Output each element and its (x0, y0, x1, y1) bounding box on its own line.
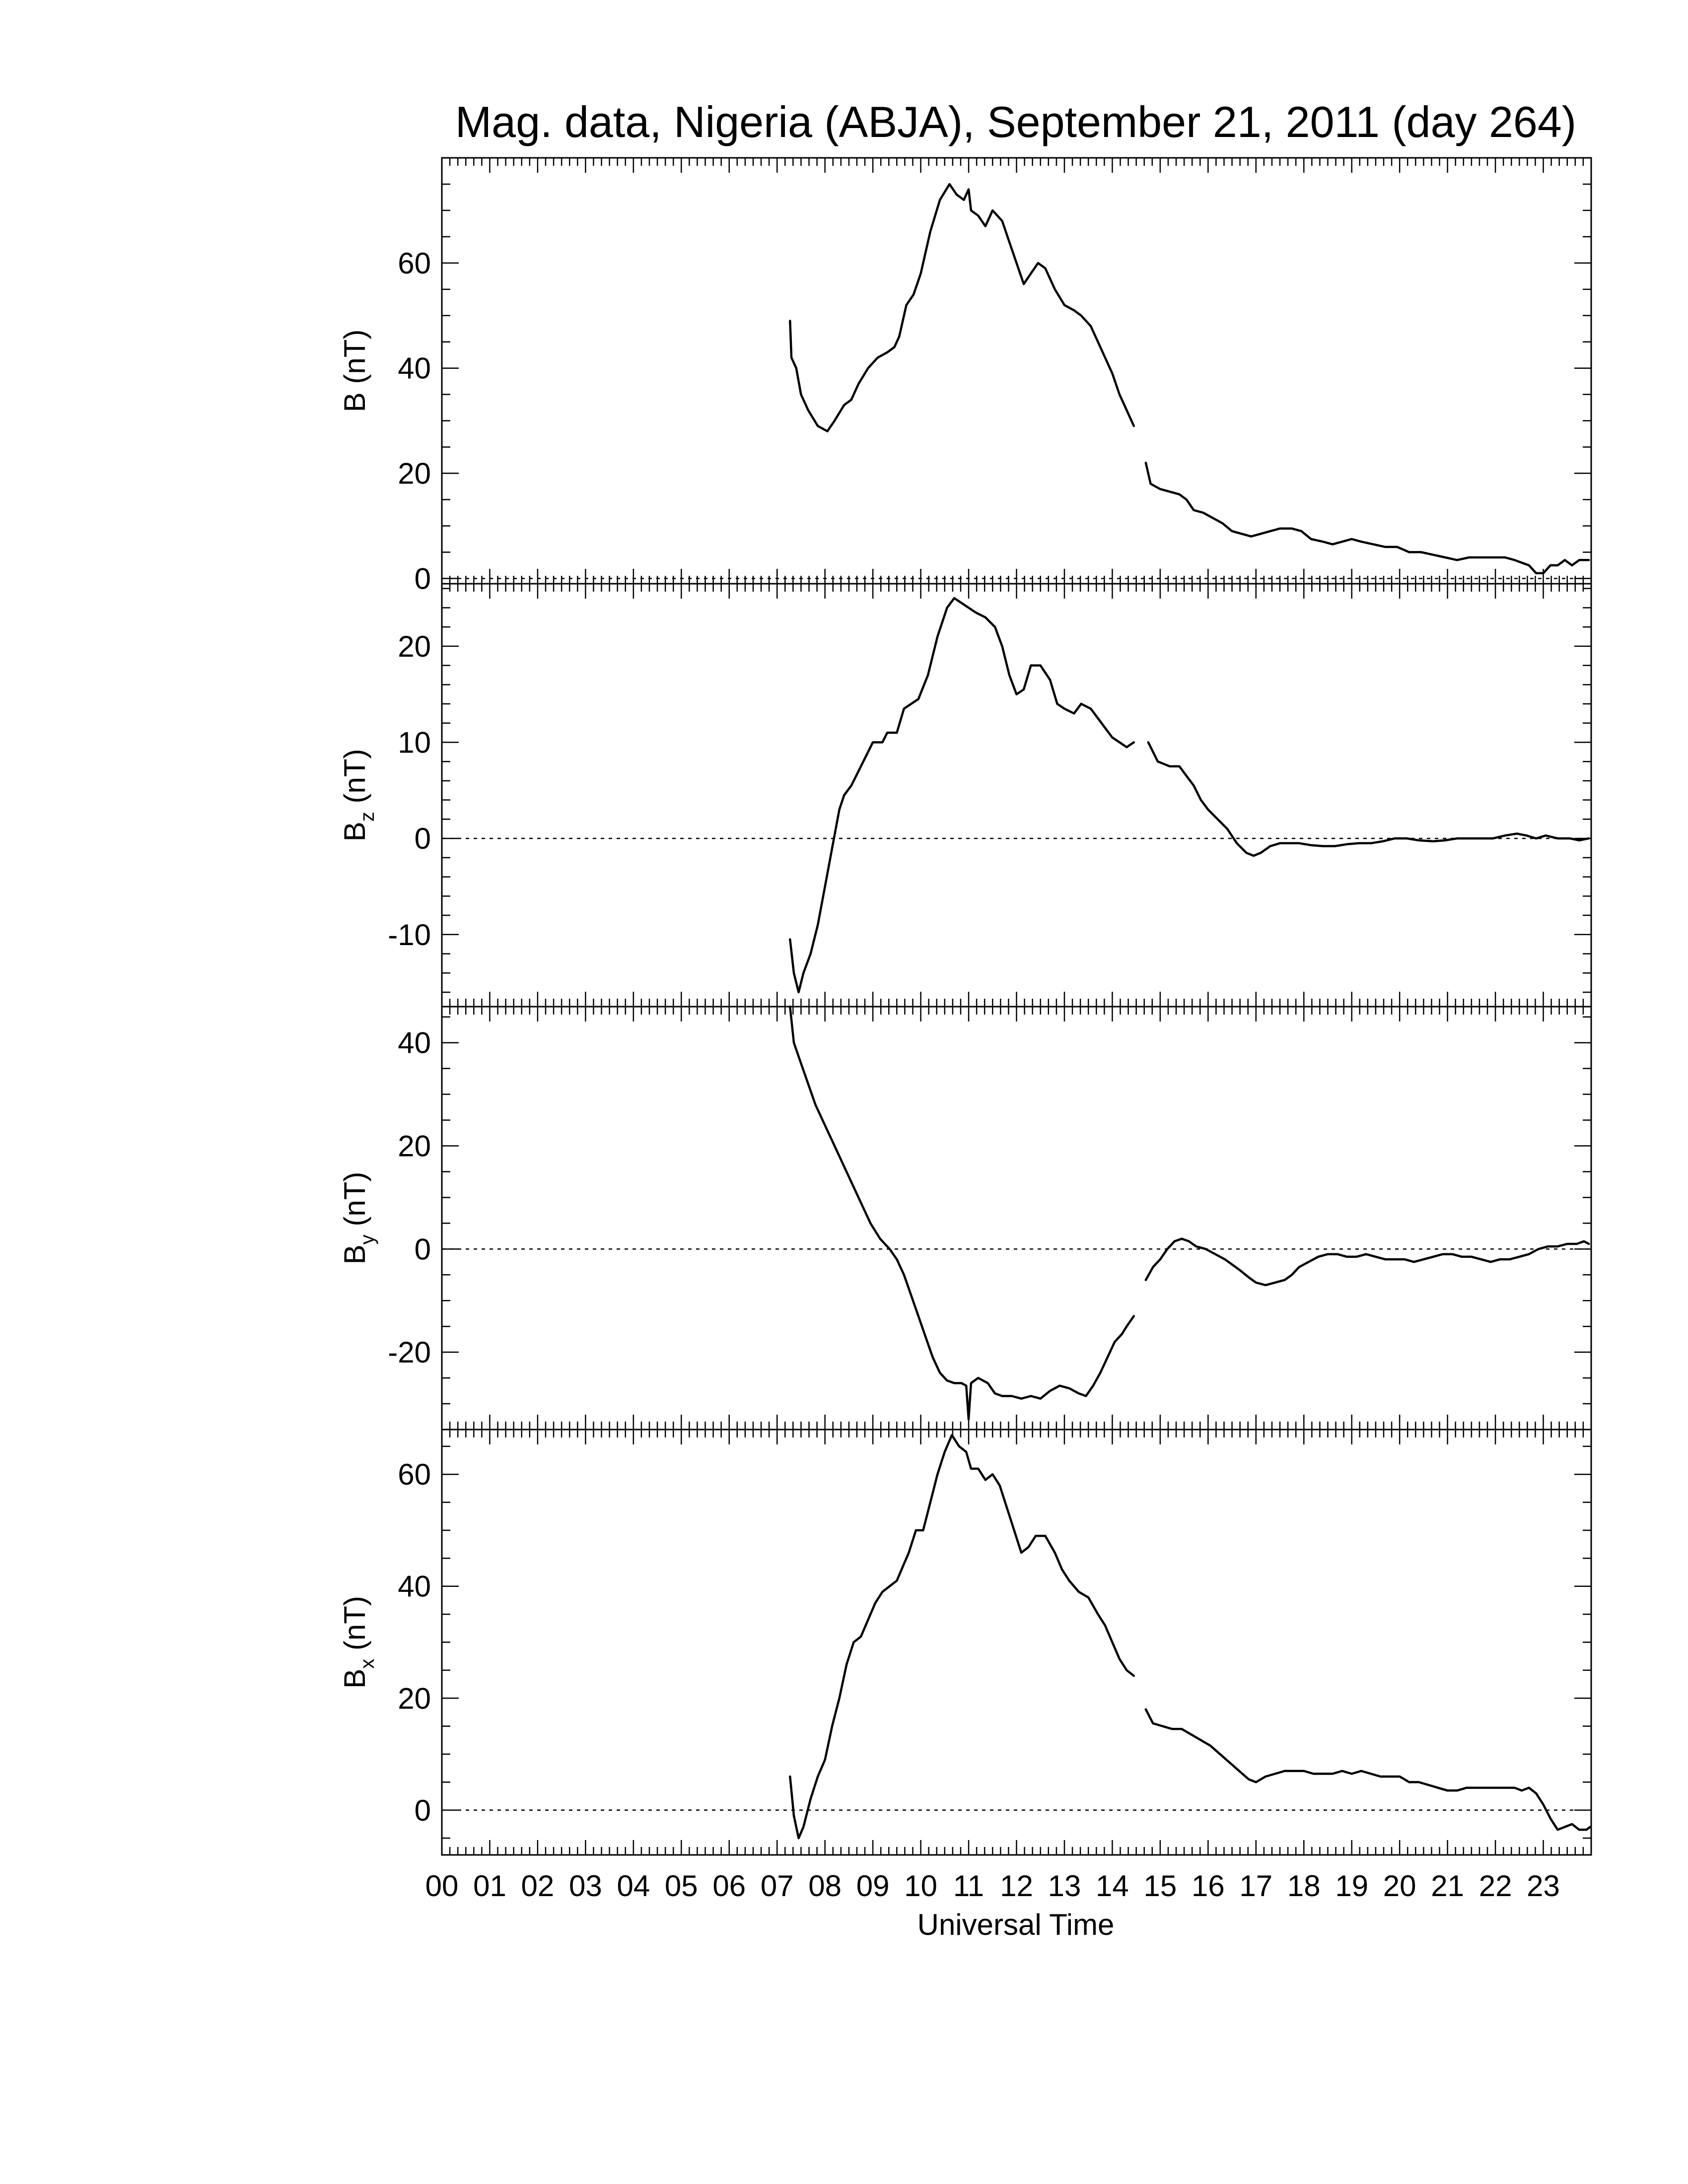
y-tick-label: 20 (398, 630, 431, 663)
x-tick-label: 05 (665, 1869, 698, 1903)
plot-frame (441, 157, 1592, 585)
y-tick-label: 0 (415, 822, 431, 855)
series-line-segment-1 (789, 1005, 1135, 1421)
y-axis-title: B (nT) (338, 330, 371, 412)
panel-4: 0 20 40 60 Bx (nT) (338, 1429, 1592, 1856)
series-line-segment-1 (789, 597, 1135, 994)
x-tick-label: 13 (1048, 1869, 1081, 1903)
y-tick-label: 40 (398, 1026, 431, 1060)
x-tick-label: 16 (1192, 1869, 1225, 1903)
x-axis-tick-labels: 00 01 02 03 04 05 06 07 08 09 10 11 12 13 14 15 16 17 18 19… (425, 1869, 1560, 1903)
x-tick-label: 12 (1000, 1869, 1033, 1903)
y-tick-label: 20 (398, 457, 431, 490)
x-tick-label: 07 (761, 1869, 794, 1903)
x-tick-label: 22 (1479, 1869, 1512, 1903)
x-tick-label: 15 (1144, 1869, 1177, 1903)
plot-frame (441, 583, 1592, 1008)
plot-frame (441, 1429, 1592, 1856)
chart-panels: 0 20 40 60 B (nT) -10 0 10 20 Bz (nT) -20 0 20 40 By (… (338, 157, 1592, 1856)
panel-2: -10 0 10 20 Bz (nT) (338, 583, 1592, 1008)
y-axis-title: By (nT) (338, 1172, 378, 1265)
series-line-segment-2 (1144, 1237, 1590, 1287)
x-tick-label: 23 (1527, 1869, 1560, 1903)
x-tick-label: 04 (617, 1869, 650, 1903)
series-line-segment-2 (1144, 462, 1590, 575)
y-tick-label: 40 (398, 352, 431, 385)
series-line-segment-1 (789, 183, 1135, 433)
y-tick-label: 0 (415, 1794, 431, 1827)
x-tick-label: 10 (904, 1869, 937, 1903)
x-tick-label: 17 (1239, 1869, 1272, 1903)
y-tick-label: 60 (398, 1458, 431, 1491)
y-tick-label: 0 (415, 562, 431, 595)
y-tick-label: -10 (388, 918, 431, 952)
x-tick-label: 00 (425, 1869, 459, 1903)
y-axis-title: Bx (nT) (338, 1596, 378, 1689)
series-line-segment-2 (1144, 1708, 1592, 1831)
x-axis-title: Universal Time (917, 1908, 1115, 1941)
series-line-segment-2 (1147, 741, 1590, 857)
y-tick-label: 0 (415, 1232, 431, 1266)
panel-1: 0 20 40 60 B (nT) (338, 157, 1592, 595)
y-tick-label: 60 (398, 247, 431, 280)
chart-title: Mag. data, Nigeria (ABJA), September 21,… (455, 97, 1576, 146)
y-tick-label: -20 (388, 1336, 431, 1369)
panel-3: -20 0 20 40 By (nT) (338, 1005, 1592, 1431)
x-tick-label: 14 (1096, 1869, 1129, 1903)
x-tick-label: 19 (1335, 1869, 1368, 1903)
y-axis-title: Bz (nT) (338, 749, 378, 842)
x-tick-label: 20 (1383, 1869, 1416, 1903)
y-tick-label: 20 (398, 1682, 431, 1715)
x-tick-label: 08 (808, 1869, 842, 1903)
x-tick-label: 01 (473, 1869, 506, 1903)
plot-frame (441, 1006, 1592, 1431)
x-tick-label: 06 (712, 1869, 746, 1903)
x-tick-label: 09 (856, 1869, 890, 1903)
x-tick-label: 11 (953, 1869, 984, 1903)
series-line-segment-1 (789, 1434, 1135, 1840)
x-tick-label: 02 (521, 1869, 555, 1903)
y-tick-label: 20 (398, 1130, 431, 1163)
x-tick-label: 03 (569, 1869, 602, 1903)
y-tick-label: 40 (398, 1570, 431, 1603)
y-tick-label: 10 (398, 726, 431, 759)
x-tick-label: 21 (1431, 1869, 1464, 1903)
x-tick-label: 18 (1287, 1869, 1321, 1903)
